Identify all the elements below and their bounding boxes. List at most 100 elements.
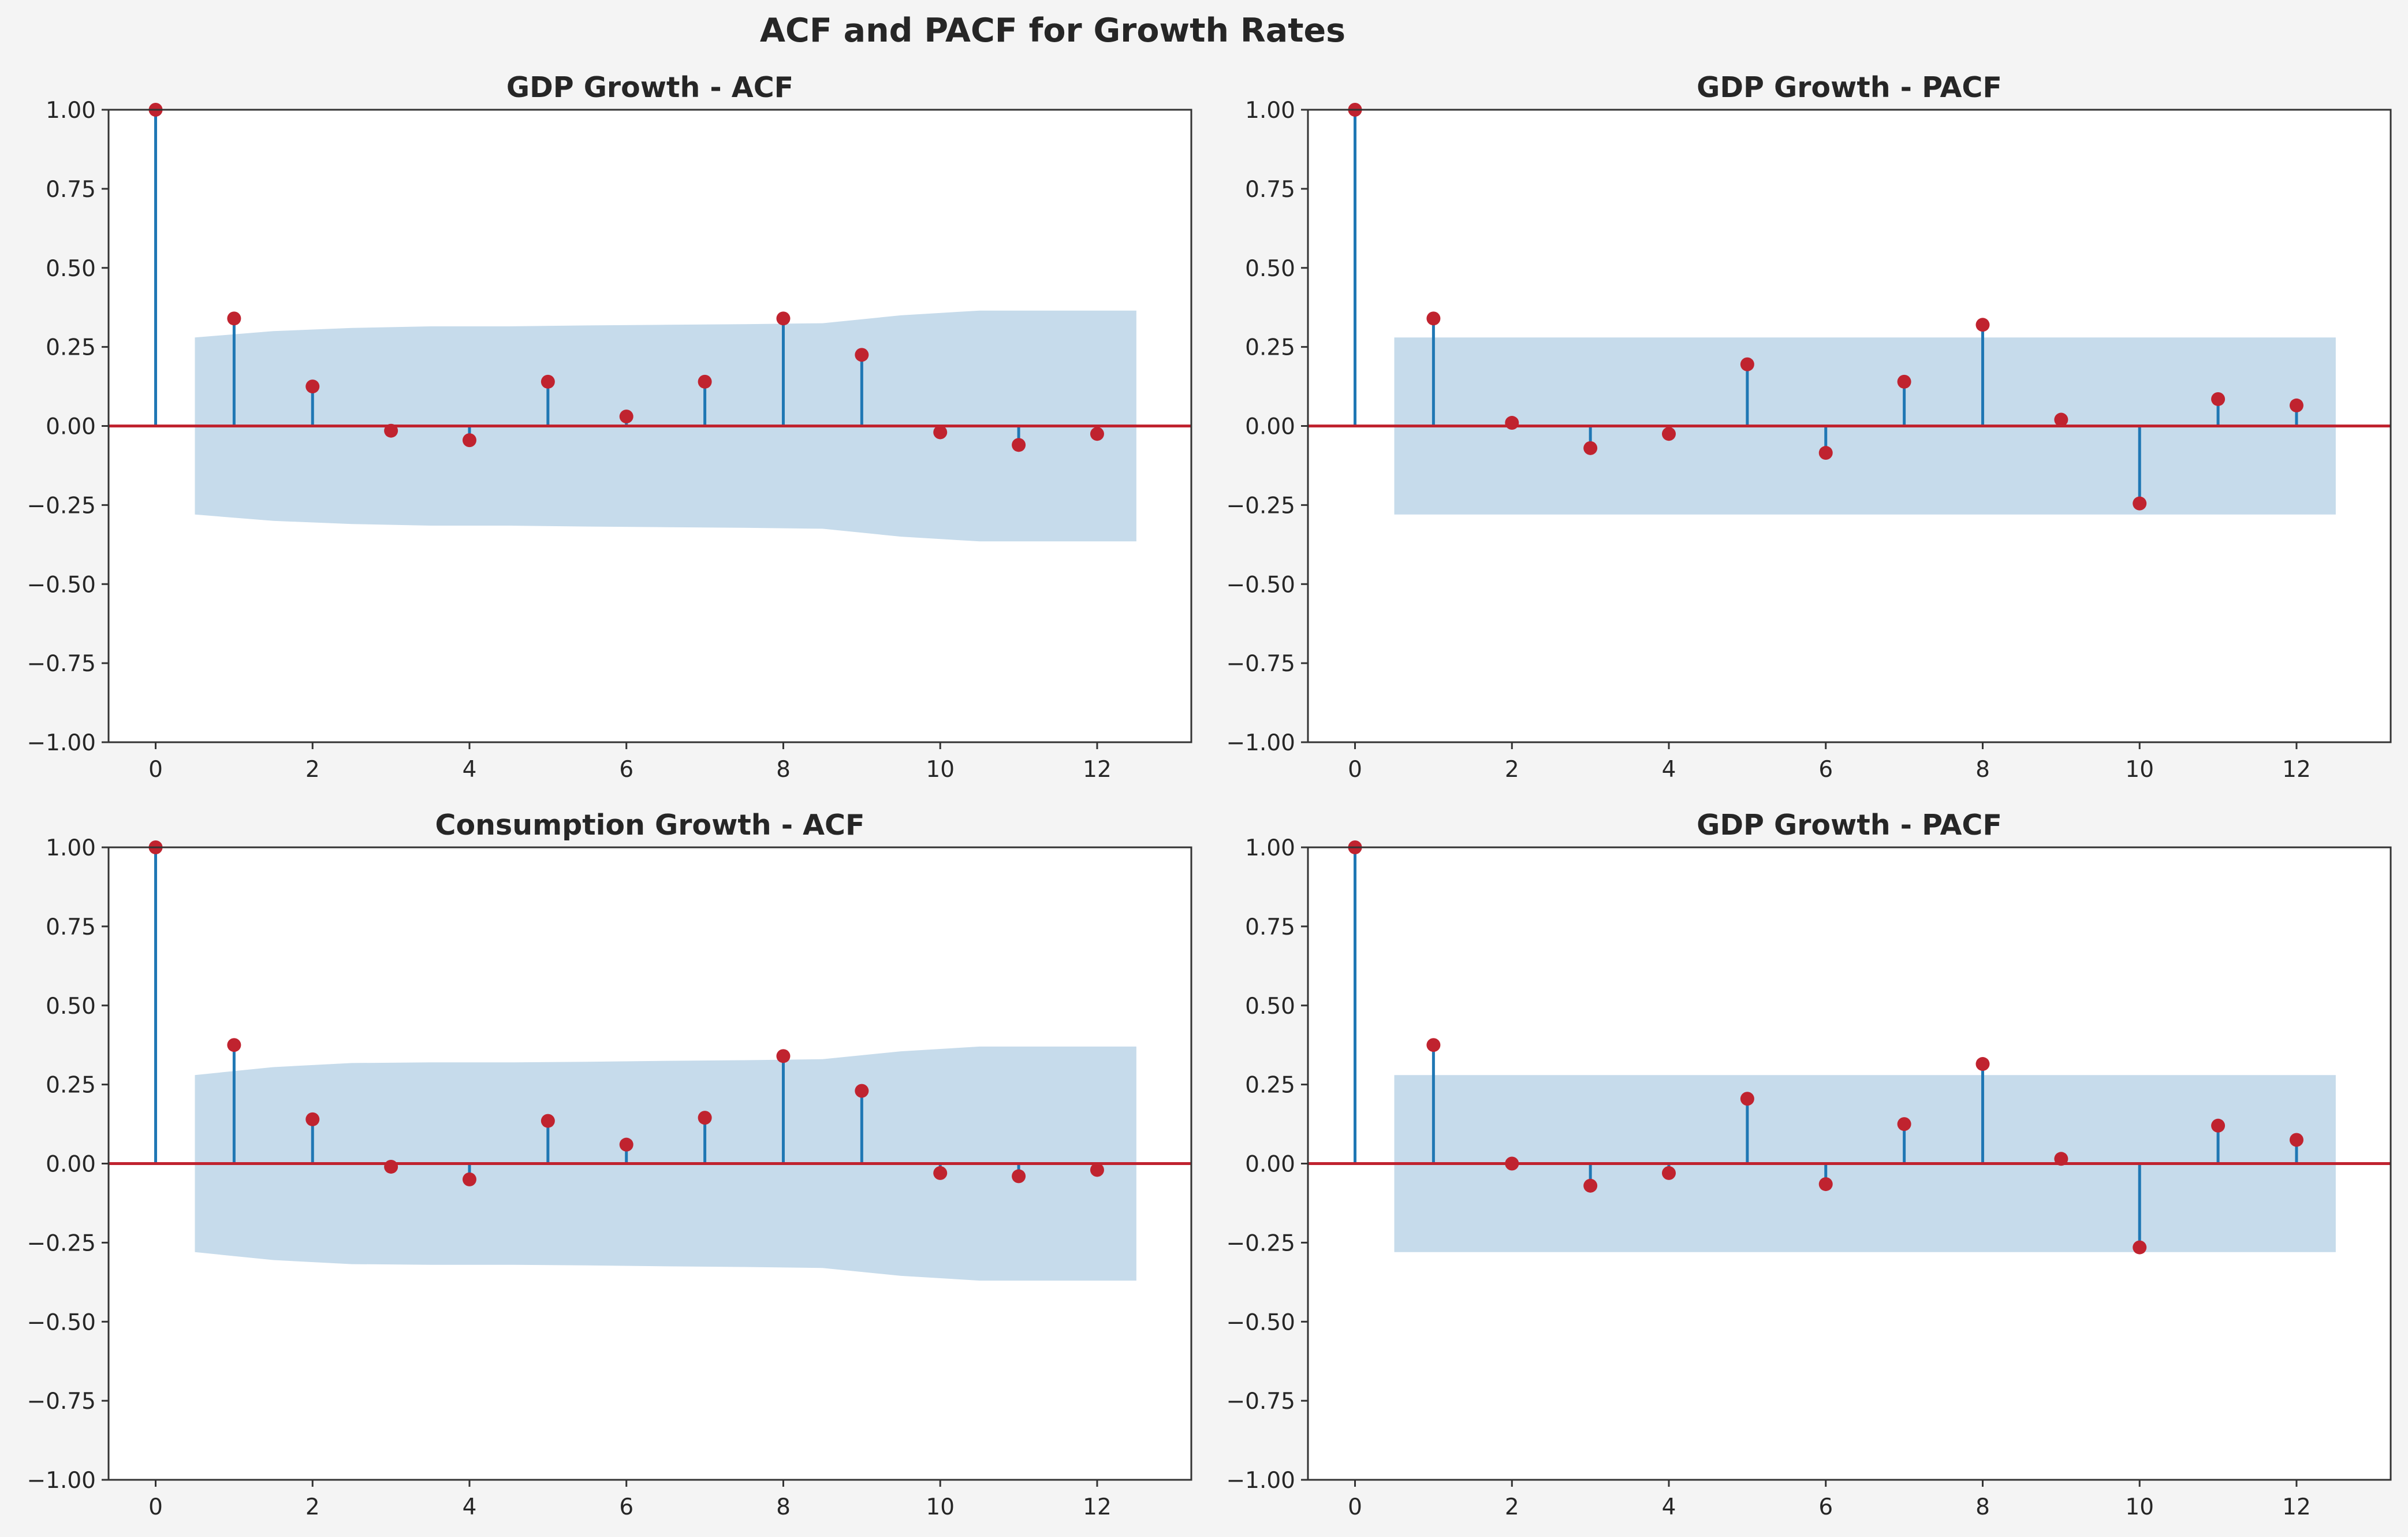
data-point <box>1818 446 1833 460</box>
y-tick-label: 0.75 <box>1245 914 1295 940</box>
y-tick-label: 0.25 <box>46 335 96 361</box>
data-point <box>1662 1166 1676 1180</box>
x-tick-label: 12 <box>1083 757 1112 783</box>
data-point <box>855 348 869 362</box>
data-point <box>2054 412 2068 427</box>
y-tick-label: −0.25 <box>27 1230 96 1256</box>
data-point <box>2289 398 2303 412</box>
acf-panel: GDP Growth - ACF 1.00 0.75 0.50 0.25 0.00 −0.2… <box>27 71 1192 783</box>
data-point <box>2133 496 2147 511</box>
x-tick-label: 4 <box>463 757 477 783</box>
y-tick-label: 1.00 <box>46 835 96 861</box>
panels-group: GDP Growth - ACF 1.00 0.75 0.50 0.25 0.00 −0.2… <box>27 71 2392 1520</box>
x-tick-label: 8 <box>1975 757 1990 783</box>
y-tick-label: 0.00 <box>1245 1152 1295 1178</box>
data-point <box>2211 392 2226 406</box>
data-point <box>2054 1152 2068 1166</box>
data-point <box>1505 1156 1519 1171</box>
data-point <box>1740 1092 1754 1106</box>
y-tick-label: 0.00 <box>46 414 96 440</box>
x-tick-label: 0 <box>1348 1494 1362 1520</box>
data-point <box>855 1084 869 1098</box>
data-point <box>463 1172 476 1186</box>
y-tick-label: 0.75 <box>1245 177 1295 203</box>
data-point <box>1662 427 1676 441</box>
y-tick-label: −0.25 <box>27 493 96 519</box>
data-point <box>698 1111 712 1125</box>
panel-title: GDP Growth - PACF <box>1697 809 2002 842</box>
acf-panel: GDP Growth - PACF 1.00 0.75 0.50 0.25 0.00 −0.… <box>1226 71 2392 783</box>
y-tick-label: −1.00 <box>27 730 96 756</box>
data-point <box>227 311 241 326</box>
data-point <box>1090 427 1104 441</box>
x-tick-label: 8 <box>776 757 791 783</box>
y-tick-label: 1.00 <box>46 98 96 124</box>
x-tick-label: 6 <box>619 1494 633 1520</box>
data-point <box>305 379 320 394</box>
x-tick-label: 10 <box>926 757 955 783</box>
data-point <box>1505 416 1519 430</box>
data-point <box>2211 1118 2226 1133</box>
x-tick-label: 12 <box>2282 757 2311 783</box>
data-point <box>1012 1169 1026 1184</box>
data-point <box>776 1049 791 1063</box>
y-tick-label: 1.00 <box>1245 98 1295 124</box>
data-point <box>1426 311 1441 326</box>
data-point <box>541 1114 555 1128</box>
data-point <box>1975 318 1990 332</box>
y-tick-label: −0.50 <box>27 1309 96 1335</box>
data-point <box>1583 1178 1598 1193</box>
y-tick-label: 0.25 <box>1245 335 1295 361</box>
x-tick-label: 2 <box>1505 757 1519 783</box>
acf-panel: Consumption Growth - ACF 1.00 0.75 0.50 0.25… <box>27 809 1192 1520</box>
data-point <box>1012 438 1026 452</box>
x-tick-label: 8 <box>776 1494 791 1520</box>
x-tick-label: 12 <box>2282 1494 2311 1520</box>
acf-panel: GDP Growth - PACF 1.00 0.75 0.50 0.25 0.00 −0.… <box>1226 809 2392 1520</box>
y-tick-label: −0.75 <box>27 651 96 677</box>
data-point <box>619 410 633 424</box>
data-point <box>305 1112 320 1126</box>
y-tick-label: 0.25 <box>46 1073 96 1099</box>
y-tick-label: −0.25 <box>1226 1230 1295 1256</box>
data-point <box>2289 1133 2303 1147</box>
panel-title: GDP Growth - ACF <box>506 71 793 104</box>
panel-title: GDP Growth - PACF <box>1697 71 2002 104</box>
y-tick-label: −1.00 <box>1226 730 1295 756</box>
x-tick-label: 0 <box>1348 757 1362 783</box>
panel-title: Consumption Growth - ACF <box>435 809 865 842</box>
y-tick-label: 0.50 <box>46 256 96 282</box>
data-point <box>384 423 398 438</box>
data-point <box>1897 374 1911 389</box>
x-tick-label: 0 <box>148 757 163 783</box>
x-tick-label: 0 <box>148 1494 163 1520</box>
x-tick-label: 6 <box>619 757 633 783</box>
data-point <box>384 1159 398 1174</box>
data-point <box>1740 357 1754 371</box>
data-point <box>1426 1038 1441 1052</box>
data-point <box>1583 441 1598 455</box>
x-tick-label: 4 <box>1662 757 1676 783</box>
figure-title: ACF and PACF for Growth Rates <box>760 12 1345 50</box>
y-tick-label: 0.50 <box>1245 256 1295 282</box>
y-tick-label: −0.50 <box>1226 1309 1295 1335</box>
y-tick-label: −0.75 <box>1226 1389 1295 1415</box>
y-tick-label: 0.00 <box>1245 414 1295 440</box>
data-point <box>698 374 712 389</box>
data-point <box>1818 1177 1833 1192</box>
x-tick-label: 6 <box>1818 1494 1833 1520</box>
y-tick-label: 0.75 <box>46 177 96 203</box>
y-tick-label: −0.50 <box>27 572 96 598</box>
y-tick-label: 0.75 <box>46 914 96 940</box>
x-tick-label: 10 <box>926 1494 955 1520</box>
x-tick-label: 4 <box>463 1494 477 1520</box>
x-tick-label: 2 <box>305 1494 320 1520</box>
x-tick-label: 8 <box>1975 1494 1990 1520</box>
y-tick-label: 0.50 <box>46 993 96 1019</box>
data-point <box>227 1038 241 1052</box>
data-point <box>776 311 791 326</box>
data-point <box>1975 1057 1990 1071</box>
x-tick-label: 10 <box>2125 757 2154 783</box>
data-point <box>463 433 476 448</box>
